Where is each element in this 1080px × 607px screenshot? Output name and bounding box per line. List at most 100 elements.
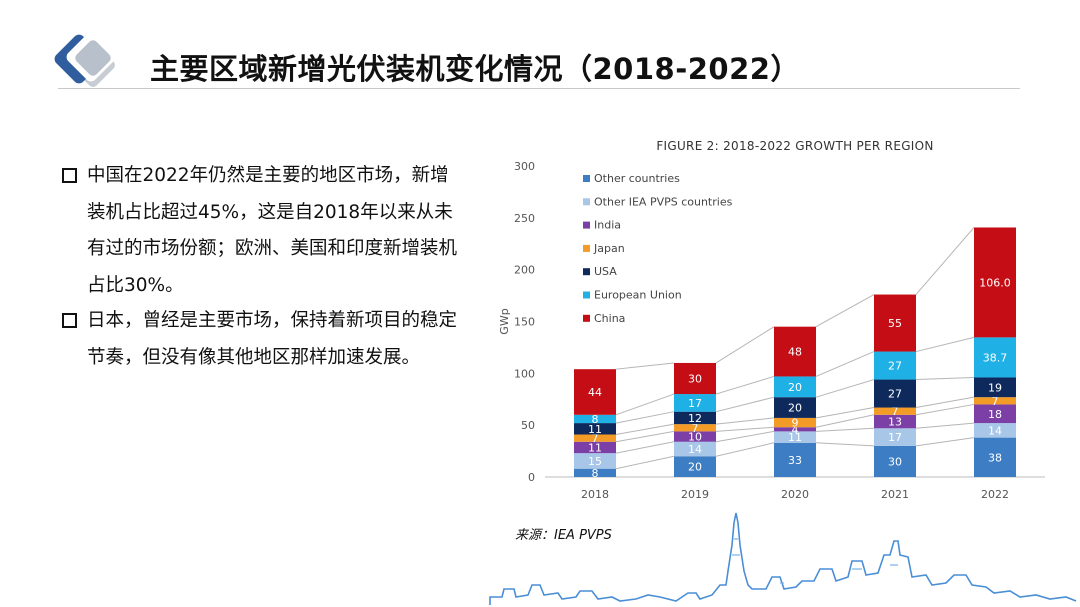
- data-label: 33: [788, 454, 802, 467]
- data-label: 13: [888, 416, 902, 429]
- legend-label: European Union: [594, 289, 682, 302]
- data-label: 8: [592, 467, 599, 480]
- title-divider: [58, 88, 1020, 89]
- legend-swatch: [583, 244, 590, 252]
- data-label: 44: [588, 386, 602, 399]
- connector-line: [915, 376, 975, 381]
- bullet-text: 日本，曾经是主要市场，保持着新项目的稳定节奏，但没有像其他地区那样加速发展。: [87, 310, 458, 368]
- data-label: 7: [892, 405, 899, 418]
- legend-swatch: [583, 268, 590, 276]
- bar-segment: [874, 351, 916, 380]
- legend-label: USA: [594, 265, 617, 278]
- bar-segment: [674, 431, 716, 442]
- bullet-text: 中国在2022年仍然是主要的地区市场，新增装机占比超过45%，这是自2018年以…: [87, 165, 458, 296]
- bar-segment: [974, 337, 1016, 378]
- data-label: 18: [988, 408, 1002, 421]
- bar-segment: [774, 427, 816, 432]
- bullet-item: 中国在2022年仍然是主要的地区市场，新增装机占比超过45%，这是自2018年以…: [62, 158, 462, 304]
- legend-swatch: [583, 314, 590, 322]
- data-label: 20: [788, 381, 802, 394]
- bar-segment: [774, 326, 816, 377]
- data-label: 11: [588, 423, 602, 436]
- data-label: 11: [588, 441, 602, 454]
- bar-segment: [674, 394, 716, 412]
- bar-segment: [774, 442, 816, 477]
- legend-label: Japan: [593, 242, 625, 255]
- bar-segment: [774, 397, 816, 418]
- connector-line: [915, 422, 975, 429]
- logo-icon: [54, 32, 116, 87]
- connector-line: [715, 426, 775, 432]
- y-tick-label: 300: [514, 160, 535, 173]
- connector-line: [715, 442, 775, 457]
- connector-line: [715, 396, 775, 413]
- data-label: 17: [688, 397, 702, 410]
- y-tick-label: 50: [521, 419, 535, 432]
- connector-line: [815, 442, 875, 447]
- y-tick-label: 0: [528, 471, 535, 484]
- data-label: 14: [988, 424, 1002, 437]
- bar-segment: [874, 445, 916, 477]
- connector-line: [615, 362, 675, 370]
- x-tick-label: 2021: [881, 488, 909, 501]
- bar-segment: [974, 404, 1016, 424]
- data-label: 9: [792, 417, 799, 430]
- data-label: 10: [688, 431, 702, 444]
- y-axis-label: GWp: [498, 308, 511, 334]
- chart-title: FIGURE 2: 2018-2022 GROWTH PER REGION: [656, 139, 933, 153]
- connector-line: [615, 393, 675, 416]
- data-label: 14: [688, 443, 702, 456]
- checkbox-bullet-icon: [62, 313, 77, 328]
- legend-label: Other IEA PVPS countries: [594, 195, 733, 208]
- bar-segment: [774, 417, 816, 428]
- data-label: 11: [788, 431, 802, 444]
- data-label: 30: [888, 455, 902, 468]
- bullet-item: 日本，曾经是主要市场，保持着新项目的稳定节奏，但没有像其他地区那样加速发展。: [62, 303, 462, 376]
- bar-segment: [874, 379, 916, 408]
- connector-line: [915, 403, 975, 416]
- checkbox-bullet-icon: [62, 168, 77, 183]
- data-label: 12: [688, 412, 702, 425]
- data-label: 30: [688, 373, 702, 386]
- data-label: 20: [788, 402, 802, 415]
- bar-segment: [774, 431, 816, 443]
- data-label: 27: [888, 388, 902, 401]
- bar-segment: [574, 441, 616, 454]
- data-label: 15: [588, 455, 602, 468]
- data-label: 8: [592, 413, 599, 426]
- data-label: 7: [992, 395, 999, 408]
- legend-swatch: [583, 198, 590, 206]
- y-tick-label: 100: [514, 367, 535, 380]
- data-label: 7: [592, 432, 599, 445]
- bar-segment: [674, 362, 716, 395]
- connector-line: [715, 375, 775, 395]
- connector-line: [915, 227, 975, 295]
- bar-segment: [574, 453, 616, 469]
- data-label: 38: [988, 451, 1002, 464]
- bar-segment: [974, 423, 1016, 438]
- legend-label: Other countries: [594, 172, 680, 185]
- data-label: 19: [988, 381, 1002, 394]
- connector-line: [815, 414, 875, 428]
- bar-segment: [574, 369, 616, 415]
- connector-line: [915, 396, 975, 409]
- data-label: 4: [792, 423, 799, 436]
- data-label: 38.7: [983, 351, 1008, 364]
- bar-segment: [574, 434, 616, 442]
- legend-swatch: [583, 221, 590, 229]
- connector-line: [615, 441, 675, 454]
- connector-line: [615, 430, 675, 443]
- x-tick-label: 2022: [981, 488, 1009, 501]
- bar-segment: [874, 407, 916, 415]
- bar-segment: [874, 428, 916, 446]
- bar-segment: [574, 414, 616, 424]
- bar-segment: [674, 441, 716, 457]
- data-label: 17: [888, 431, 902, 444]
- connector-line: [915, 336, 975, 353]
- y-tick-label: 150: [514, 316, 535, 329]
- legend-label: India: [594, 219, 621, 232]
- bar-segment: [674, 424, 716, 432]
- y-tick-label: 250: [514, 212, 535, 225]
- bar-segment: [574, 468, 616, 477]
- stacked-bar-chart: FIGURE 2: 2018-2022 GROWTH PER REGION 0 50…: [498, 139, 1045, 501]
